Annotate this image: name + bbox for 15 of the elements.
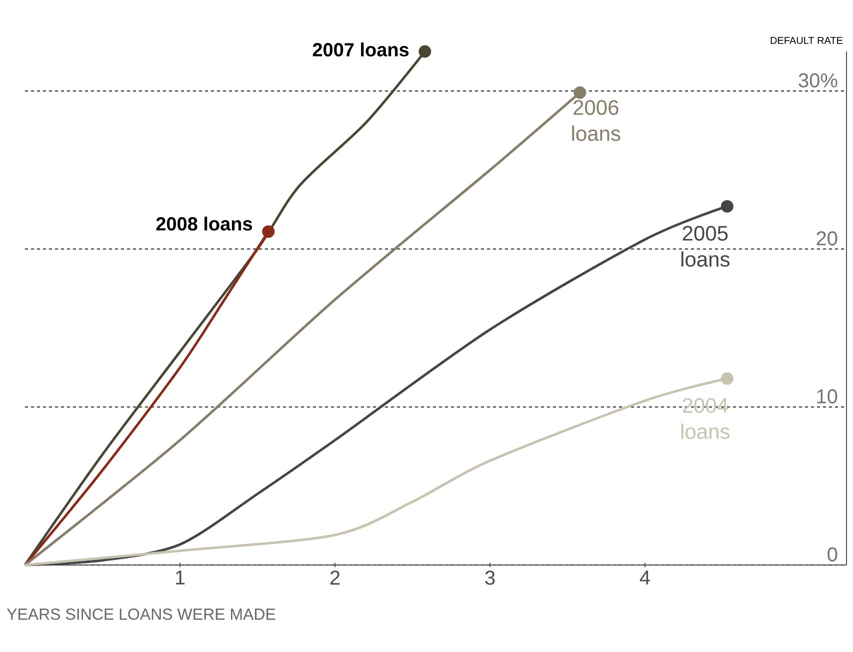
y-tick-label: 20: [816, 231, 838, 246]
x-tick-label: 4: [640, 570, 650, 584]
series-label: 2005 loans: [681, 226, 730, 267]
x-tick-label: 2: [330, 570, 340, 585]
x-axis-title: YEARS SINCE LOANS WERE MADE: [6, 608, 276, 620]
y-tick-label: 10: [817, 389, 838, 404]
series-label: 2006 loans: [572, 100, 620, 141]
series-label: 2008 loans: [156, 216, 252, 231]
y-tick-label: 30%: [798, 73, 838, 88]
series-label: 2004 loans: [681, 398, 730, 439]
x-tick-label: 1: [176, 570, 185, 584]
series-label: 2007 loans: [312, 42, 409, 56]
y-tick-label: 0: [828, 547, 838, 562]
y-axis-title: DEFAULT RATE: [770, 36, 843, 44]
x-tick-label: 3: [485, 570, 495, 585]
